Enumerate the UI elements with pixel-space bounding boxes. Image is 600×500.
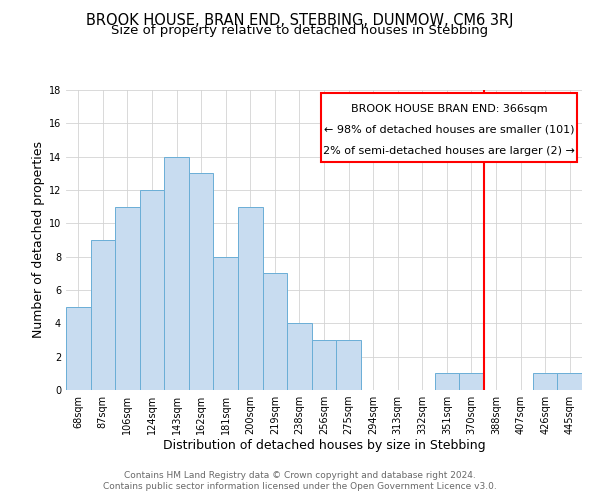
Y-axis label: Number of detached properties: Number of detached properties (32, 142, 44, 338)
Bar (557, 374, 582, 390)
Bar (164, 156, 189, 390)
FancyBboxPatch shape (322, 93, 577, 162)
Bar (287, 324, 312, 390)
Text: BROOK HOUSE, BRAN END, STEBBING, DUNMOW, CM6 3RJ: BROOK HOUSE, BRAN END, STEBBING, DUNMOW,… (86, 12, 514, 28)
Text: Contains public sector information licensed under the Open Government Licence v3: Contains public sector information licen… (103, 482, 497, 491)
Bar (214, 256, 238, 390)
Bar (434, 374, 459, 390)
Bar (459, 374, 484, 390)
Bar (91, 240, 115, 390)
Text: Size of property relative to detached houses in Stebbing: Size of property relative to detached ho… (112, 24, 488, 37)
Bar (66, 306, 91, 390)
Bar (140, 190, 164, 390)
Bar (115, 206, 140, 390)
Text: Contains HM Land Registry data © Crown copyright and database right 2024.: Contains HM Land Registry data © Crown c… (124, 471, 476, 480)
Bar (189, 174, 214, 390)
Text: 2% of semi-detached houses are larger (2) →: 2% of semi-detached houses are larger (2… (323, 146, 575, 156)
Bar (533, 374, 557, 390)
Bar (336, 340, 361, 390)
Bar (238, 206, 263, 390)
Bar (312, 340, 336, 390)
Bar (263, 274, 287, 390)
Text: BROOK HOUSE BRAN END: 366sqm: BROOK HOUSE BRAN END: 366sqm (351, 104, 547, 114)
Text: ← 98% of detached houses are smaller (101): ← 98% of detached houses are smaller (10… (324, 124, 574, 134)
X-axis label: Distribution of detached houses by size in Stebbing: Distribution of detached houses by size … (163, 438, 485, 452)
